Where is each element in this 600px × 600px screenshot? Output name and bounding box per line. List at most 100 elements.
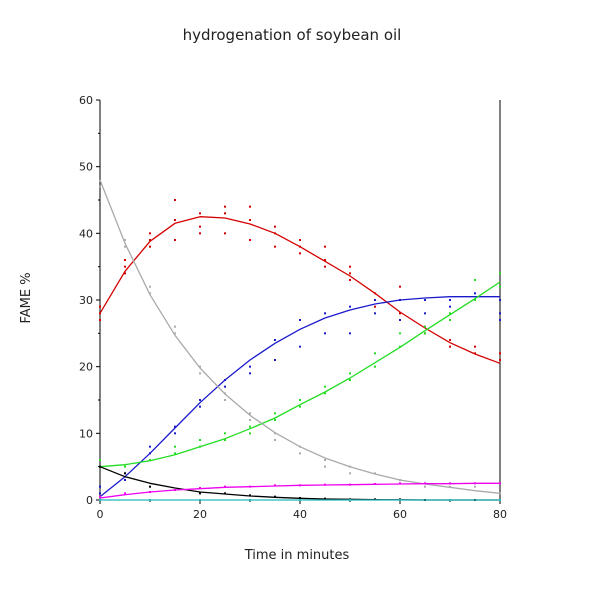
data-point — [349, 483, 351, 486]
data-point — [174, 432, 176, 435]
data-point — [424, 299, 426, 301]
data-point — [349, 332, 351, 335]
y-tick-label: 10 — [79, 427, 93, 440]
data-point — [124, 239, 126, 241]
data-point — [349, 472, 351, 475]
series-1 — [99, 292, 501, 498]
data-point — [274, 412, 276, 415]
data-point — [149, 445, 151, 448]
y-tick-label: 0 — [86, 494, 93, 507]
data-point — [224, 439, 226, 441]
data-point — [249, 485, 251, 488]
data-point — [199, 492, 201, 495]
data-point — [349, 279, 351, 281]
data-point — [249, 239, 251, 241]
data-point — [499, 492, 501, 495]
data-point — [224, 485, 226, 488]
data-point — [199, 212, 201, 215]
data-point — [199, 405, 201, 408]
data-point — [224, 492, 226, 495]
data-point — [99, 465, 101, 468]
y-tick-label: 20 — [79, 361, 93, 374]
data-point — [299, 399, 301, 401]
data-point — [149, 239, 151, 241]
data-point — [224, 432, 226, 435]
data-point — [374, 472, 376, 475]
data-point — [274, 495, 276, 498]
data-point — [174, 219, 176, 221]
data-point — [99, 185, 101, 188]
data-point — [399, 479, 401, 481]
data-point — [374, 498, 376, 501]
series-layer — [99, 179, 501, 501]
data-point — [149, 245, 151, 248]
data-point — [399, 285, 401, 288]
x-tick-label: 0 — [97, 508, 104, 521]
data-point — [424, 332, 426, 335]
data-point — [249, 205, 251, 208]
data-point — [149, 452, 151, 455]
data-point — [199, 365, 201, 368]
data-point — [299, 405, 301, 408]
data-point — [174, 325, 176, 328]
data-point — [224, 385, 226, 388]
data-point — [124, 245, 126, 248]
data-point — [399, 312, 401, 315]
series-5 — [99, 482, 501, 499]
data-point — [274, 419, 276, 421]
y-tick-label: 50 — [79, 161, 93, 174]
data-point — [449, 485, 451, 488]
data-point — [174, 452, 176, 455]
data-point — [449, 345, 451, 348]
data-point — [99, 499, 101, 501]
data-point — [199, 499, 201, 501]
data-point — [249, 219, 251, 221]
data-point — [149, 285, 151, 288]
data-point — [324, 245, 326, 248]
data-point — [324, 465, 326, 468]
data-point — [174, 489, 176, 491]
data-point — [324, 392, 326, 395]
data-point — [499, 319, 501, 321]
data-point — [124, 265, 126, 268]
data-point — [474, 299, 476, 301]
data-point — [324, 483, 326, 486]
data-point — [124, 272, 126, 275]
data-point — [274, 484, 276, 487]
data-point — [424, 325, 426, 328]
data-point — [324, 385, 326, 388]
data-point — [124, 492, 126, 495]
data-point — [124, 259, 126, 261]
x-tick-label: 20 — [193, 508, 207, 521]
data-point — [99, 485, 101, 488]
data-point — [374, 305, 376, 308]
x-tick-label: 80 — [493, 508, 507, 521]
data-point — [249, 419, 251, 421]
data-point — [449, 305, 451, 308]
data-point — [124, 465, 126, 468]
data-point — [149, 485, 151, 488]
data-point — [499, 272, 501, 275]
data-point — [124, 472, 126, 475]
data-point — [224, 205, 226, 208]
data-point — [99, 319, 101, 321]
data-point — [474, 279, 476, 281]
fit-line — [99, 281, 501, 468]
data-point — [299, 319, 301, 321]
data-point — [249, 412, 251, 415]
data-point — [324, 459, 326, 461]
data-point — [474, 482, 476, 485]
data-point — [274, 439, 276, 441]
data-point — [399, 482, 401, 485]
data-point — [474, 292, 476, 295]
data-point — [249, 365, 251, 368]
axes: 0 10 20 30 40 50 60 0 20 40 60 80 — [79, 94, 507, 521]
data-point — [299, 345, 301, 348]
fit-line — [99, 296, 500, 498]
chart-title: hydrogenation of soybean oil — [183, 26, 402, 44]
data-point — [174, 199, 176, 201]
data-point — [374, 365, 376, 368]
data-point — [499, 482, 501, 485]
data-point — [349, 379, 351, 381]
